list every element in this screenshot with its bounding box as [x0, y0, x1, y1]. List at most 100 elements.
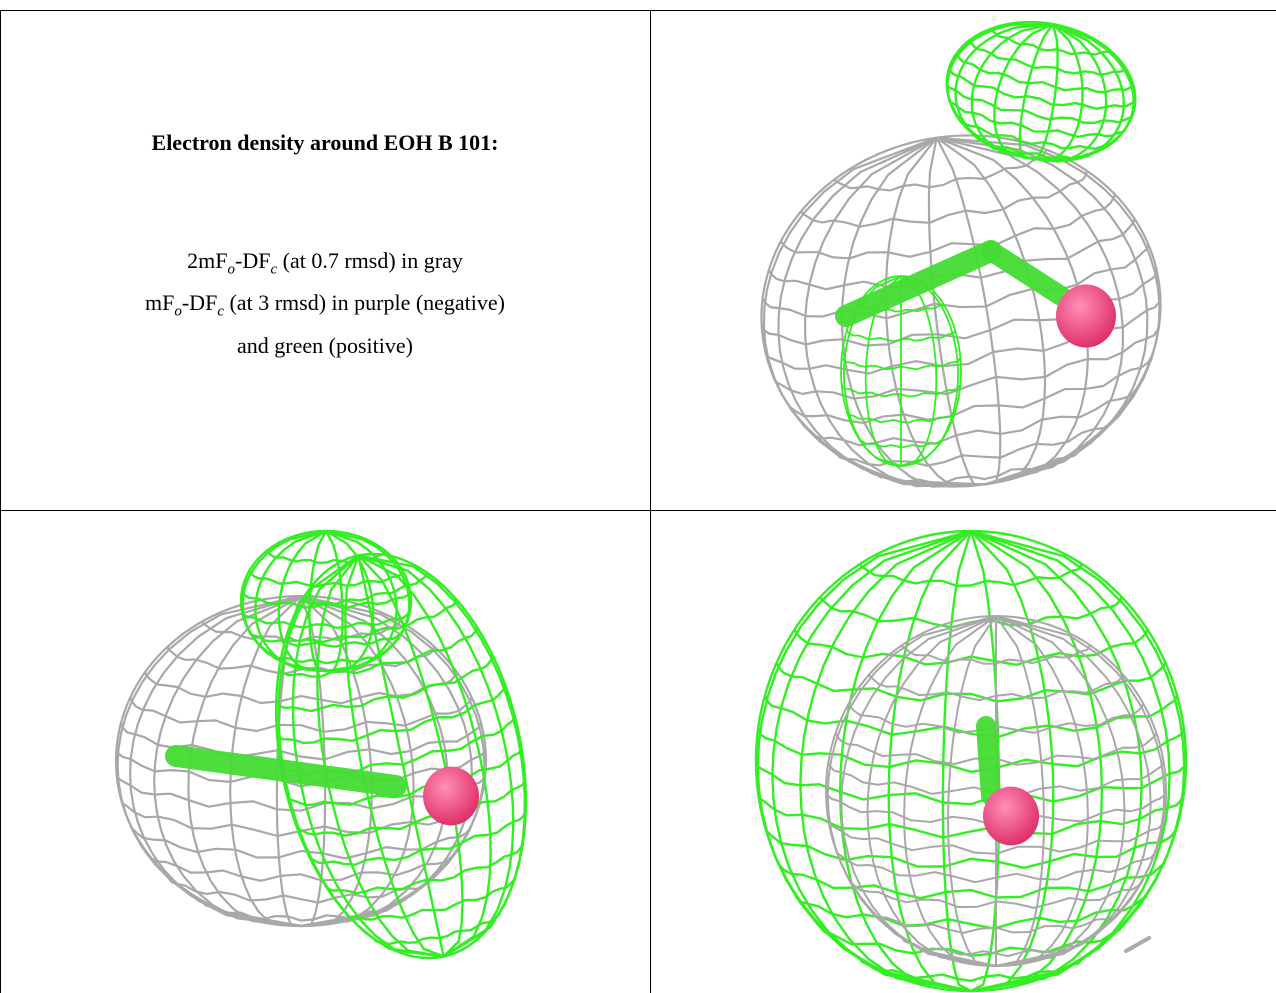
mesh-line: [757, 793, 1185, 839]
density-mesh-view-1-icon: [760, 20, 1162, 488]
mesh-line: [995, 615, 1089, 967]
mesh-line: [866, 615, 997, 967]
mesh-line: [799, 529, 972, 993]
mesh-outline: [754, 529, 1188, 993]
green-density-mesh: [754, 529, 1188, 993]
mesh-line: [144, 671, 458, 705]
legend-text: -DF: [235, 248, 271, 273]
oxygen-atom: [983, 786, 1039, 846]
mesh-line: [941, 530, 973, 993]
mesh-line: [275, 595, 303, 928]
mesh-line: [955, 52, 1135, 94]
legend-text: 2mF: [187, 248, 228, 273]
mesh-line: [771, 529, 972, 993]
mesh-line: [324, 530, 344, 673]
mesh-line: [119, 722, 483, 761]
mesh-line: [947, 615, 997, 967]
legend-text: mF: [145, 290, 175, 316]
mesh-line: [840, 615, 997, 967]
mesh-line: [875, 442, 1089, 485]
mesh-line: [757, 727, 1185, 774]
mesh-line: [995, 615, 1126, 967]
mesh-line: [144, 849, 458, 882]
caption-cell: Electron density around EOH B 101: 2mFo-…: [0, 0, 650, 510]
ligand-bond: [981, 241, 1071, 306]
mesh-line: [777, 136, 986, 486]
mesh-line: [859, 563, 1083, 587]
legend-sub: c: [270, 261, 278, 278]
mesh-line: [806, 380, 1143, 447]
mesh-line: [229, 595, 302, 928]
mesh-line: [903, 615, 997, 967]
mesh-line: [761, 243, 1150, 320]
table-border-left: [0, 10, 1, 993]
gray-density-mesh: [760, 134, 1162, 488]
mesh-line: [357, 554, 492, 958]
density-mesh-view-2-icon: [114, 529, 528, 960]
mesh-line: [153, 594, 302, 928]
legend-line-green: and green (positive): [237, 332, 413, 358]
mesh-line: [970, 529, 1171, 993]
mesh-line: [995, 615, 1045, 967]
mesh-line: [316, 554, 444, 958]
ligand-bond: [835, 240, 1002, 327]
mesh-line: [300, 594, 486, 928]
mesh-line: [838, 529, 972, 993]
ligand-bond: [165, 745, 407, 797]
oxygen-atom: [1056, 284, 1116, 348]
caption-legend: 2mFo-DFc (at 0.7 rmsd) in gray mFo-DFc (…: [0, 244, 650, 363]
mesh-outline: [840, 275, 962, 467]
mesh-line: [1018, 23, 1054, 160]
density-view-bottom-right: [651, 511, 1276, 993]
density-view-bottom-left: [1, 511, 650, 993]
legend-line-2fo: 2mFo-DFc (at 0.7 rmsd) in gray: [0, 244, 650, 286]
legend-text: (at 0.7 rmsd) in gray: [277, 248, 463, 273]
mesh-line: [1028, 23, 1059, 161]
mesh-line: [970, 529, 1104, 993]
mesh-line: [248, 570, 404, 588]
mesh-line: [762, 136, 986, 486]
mesh-line: [995, 615, 1152, 967]
mesh-line: [248, 630, 404, 648]
mesh-line: [325, 529, 398, 673]
mesh-line: [1028, 23, 1084, 163]
mesh-line: [308, 530, 328, 673]
mesh-line: [277, 529, 327, 673]
table-border-middle: [650, 10, 651, 993]
mesh-line: [1029, 23, 1108, 163]
table-border-mid: [0, 510, 1276, 511]
ligand-bond: [976, 716, 1001, 806]
mesh-line: [826, 615, 997, 967]
mesh-line: [935, 137, 1002, 486]
mesh-line: [325, 529, 375, 673]
mesh-line: [804, 136, 986, 488]
mesh-line: [358, 554, 515, 958]
mesh-line: [970, 530, 1055, 993]
mesh-line: [970, 22, 1054, 160]
mesh-line: [166, 646, 436, 676]
mesh-line: [780, 193, 1116, 260]
mesh-line: [936, 136, 1161, 486]
mesh-line: [763, 826, 1179, 869]
green-density-mesh: [239, 529, 413, 673]
mesh-line: [793, 891, 1149, 930]
mesh-line: [764, 296, 1162, 375]
legend-sub: o: [174, 303, 182, 320]
oxygen-atom: [423, 766, 479, 826]
legend-line-fo: mFo-DFc (at 3 rmsd) in purple (negative): [0, 286, 650, 328]
mesh-line: [968, 39, 1127, 77]
mesh-line: [775, 859, 1167, 900]
mesh-outline: [945, 20, 1137, 162]
mesh-line: [187, 595, 302, 928]
mesh-line: [357, 555, 445, 957]
mesh-line: [993, 22, 1054, 160]
mesh-line: [772, 323, 1161, 400]
legend-sub: o: [227, 261, 236, 278]
table-border-top: [0, 10, 1276, 11]
mesh-line: [775, 661, 1167, 703]
mesh-line: [760, 269, 1158, 347]
mesh-line: [240, 590, 412, 609]
mesh-line: [786, 351, 1155, 424]
stray-bond-fragment: [1124, 936, 1151, 953]
